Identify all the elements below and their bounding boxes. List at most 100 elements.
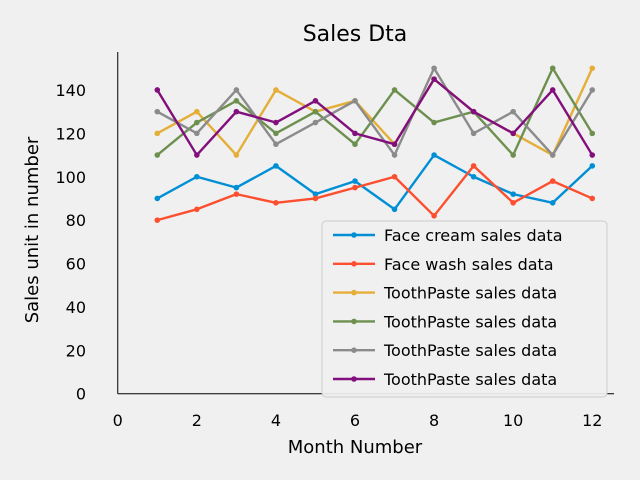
data-point (391, 206, 398, 213)
chart-title: Sales Dta (303, 22, 408, 47)
data-point (589, 65, 596, 72)
legend-item: ToothPaste sales data (333, 284, 557, 303)
series-2 (154, 163, 596, 223)
y-tick-label: 100 (55, 168, 86, 187)
data-point (273, 130, 279, 137)
data-point (549, 87, 556, 93)
x-tick-label: 2 (192, 411, 202, 430)
data-point (470, 163, 477, 169)
y-tick-label: 80 (66, 211, 86, 230)
x-tick-label: 12 (582, 411, 602, 430)
legend-label: ToothPaste sales data (383, 370, 557, 389)
data-point (233, 98, 240, 104)
data-point (233, 191, 240, 197)
y-tick-label: 20 (66, 341, 86, 360)
x-tick-label: 0 (113, 411, 123, 430)
y-tick-label: 0 (76, 385, 86, 404)
series-1 (154, 152, 596, 213)
legend-item: ToothPaste sales data (333, 370, 557, 389)
legend-box (321, 220, 608, 398)
data-point (431, 152, 437, 158)
series-4 (154, 65, 596, 158)
data-point (233, 87, 240, 93)
legend-marker (351, 347, 357, 354)
legend-marker (351, 376, 357, 382)
data-point (154, 195, 161, 202)
legend-item: Face cream sales data (333, 226, 563, 245)
data-point (194, 173, 200, 180)
data-point (352, 130, 358, 137)
data-point (312, 119, 319, 126)
legend-marker (351, 261, 357, 267)
legend-label: ToothPaste sales data (383, 341, 557, 360)
y-tick-label: 140 (55, 81, 86, 100)
data-point (391, 152, 398, 158)
x-tick-label: 8 (429, 411, 439, 430)
series-line (156, 77, 594, 157)
data-point (154, 217, 161, 223)
legend: Face cream sales data Face wash sales dat… (321, 220, 608, 398)
data-point (194, 119, 200, 126)
data-point (549, 65, 556, 72)
data-point (510, 199, 516, 206)
data-point (549, 199, 556, 206)
data-point (194, 130, 200, 137)
series-5 (154, 65, 596, 158)
data-point (352, 141, 358, 148)
legend-item: Face wash sales data (333, 255, 554, 274)
data-point (510, 108, 516, 115)
y-axis-label: Sales unit in number (22, 136, 43, 323)
x-tick-labels: 0 2 4 6 8 10 12 (113, 411, 603, 430)
data-point (470, 173, 477, 180)
legend-marker (351, 318, 357, 325)
x-tick-label: 4 (271, 411, 281, 430)
data-point (510, 191, 516, 197)
x-axis-label: Month Number (288, 437, 423, 458)
data-point (273, 119, 279, 126)
y-tick-label: 120 (55, 124, 86, 143)
data-point (470, 108, 477, 115)
data-point (273, 199, 279, 206)
data-point (391, 87, 398, 93)
series-line (156, 164, 593, 222)
data-point (470, 130, 477, 137)
data-point (352, 178, 358, 184)
series-line (156, 67, 594, 157)
data-point (273, 87, 279, 93)
data-point (154, 152, 161, 158)
data-point (589, 163, 596, 169)
data-point (312, 195, 319, 202)
legend-item: ToothPaste sales data (333, 312, 557, 331)
data-point (352, 98, 358, 104)
data-point (233, 152, 240, 158)
y-tick-label: 40 (66, 298, 86, 317)
series-lines (154, 65, 596, 223)
series-line (156, 67, 594, 157)
data-point (233, 108, 240, 115)
data-point (391, 173, 398, 180)
data-point (510, 130, 516, 137)
y-tick-label: 60 (66, 255, 86, 274)
legend-label: Face cream sales data (384, 226, 563, 245)
data-point (312, 108, 319, 115)
data-point (273, 141, 279, 148)
data-point (549, 178, 556, 184)
legend-marker (351, 232, 357, 238)
series-6 (154, 76, 596, 158)
data-point (589, 195, 596, 202)
data-point (391, 141, 398, 148)
data-point (312, 98, 319, 104)
data-point (194, 152, 200, 158)
data-point (589, 152, 596, 158)
legend-label: ToothPaste sales data (383, 284, 557, 303)
data-point (233, 184, 240, 191)
series-line (156, 67, 594, 157)
x-tick-label: 10 (503, 411, 523, 430)
data-point (154, 130, 161, 137)
data-point (312, 191, 319, 197)
data-point (194, 108, 200, 115)
x-tick-label: 6 (350, 411, 360, 430)
legend-item: ToothPaste sales data (333, 341, 557, 360)
data-point (154, 108, 161, 115)
